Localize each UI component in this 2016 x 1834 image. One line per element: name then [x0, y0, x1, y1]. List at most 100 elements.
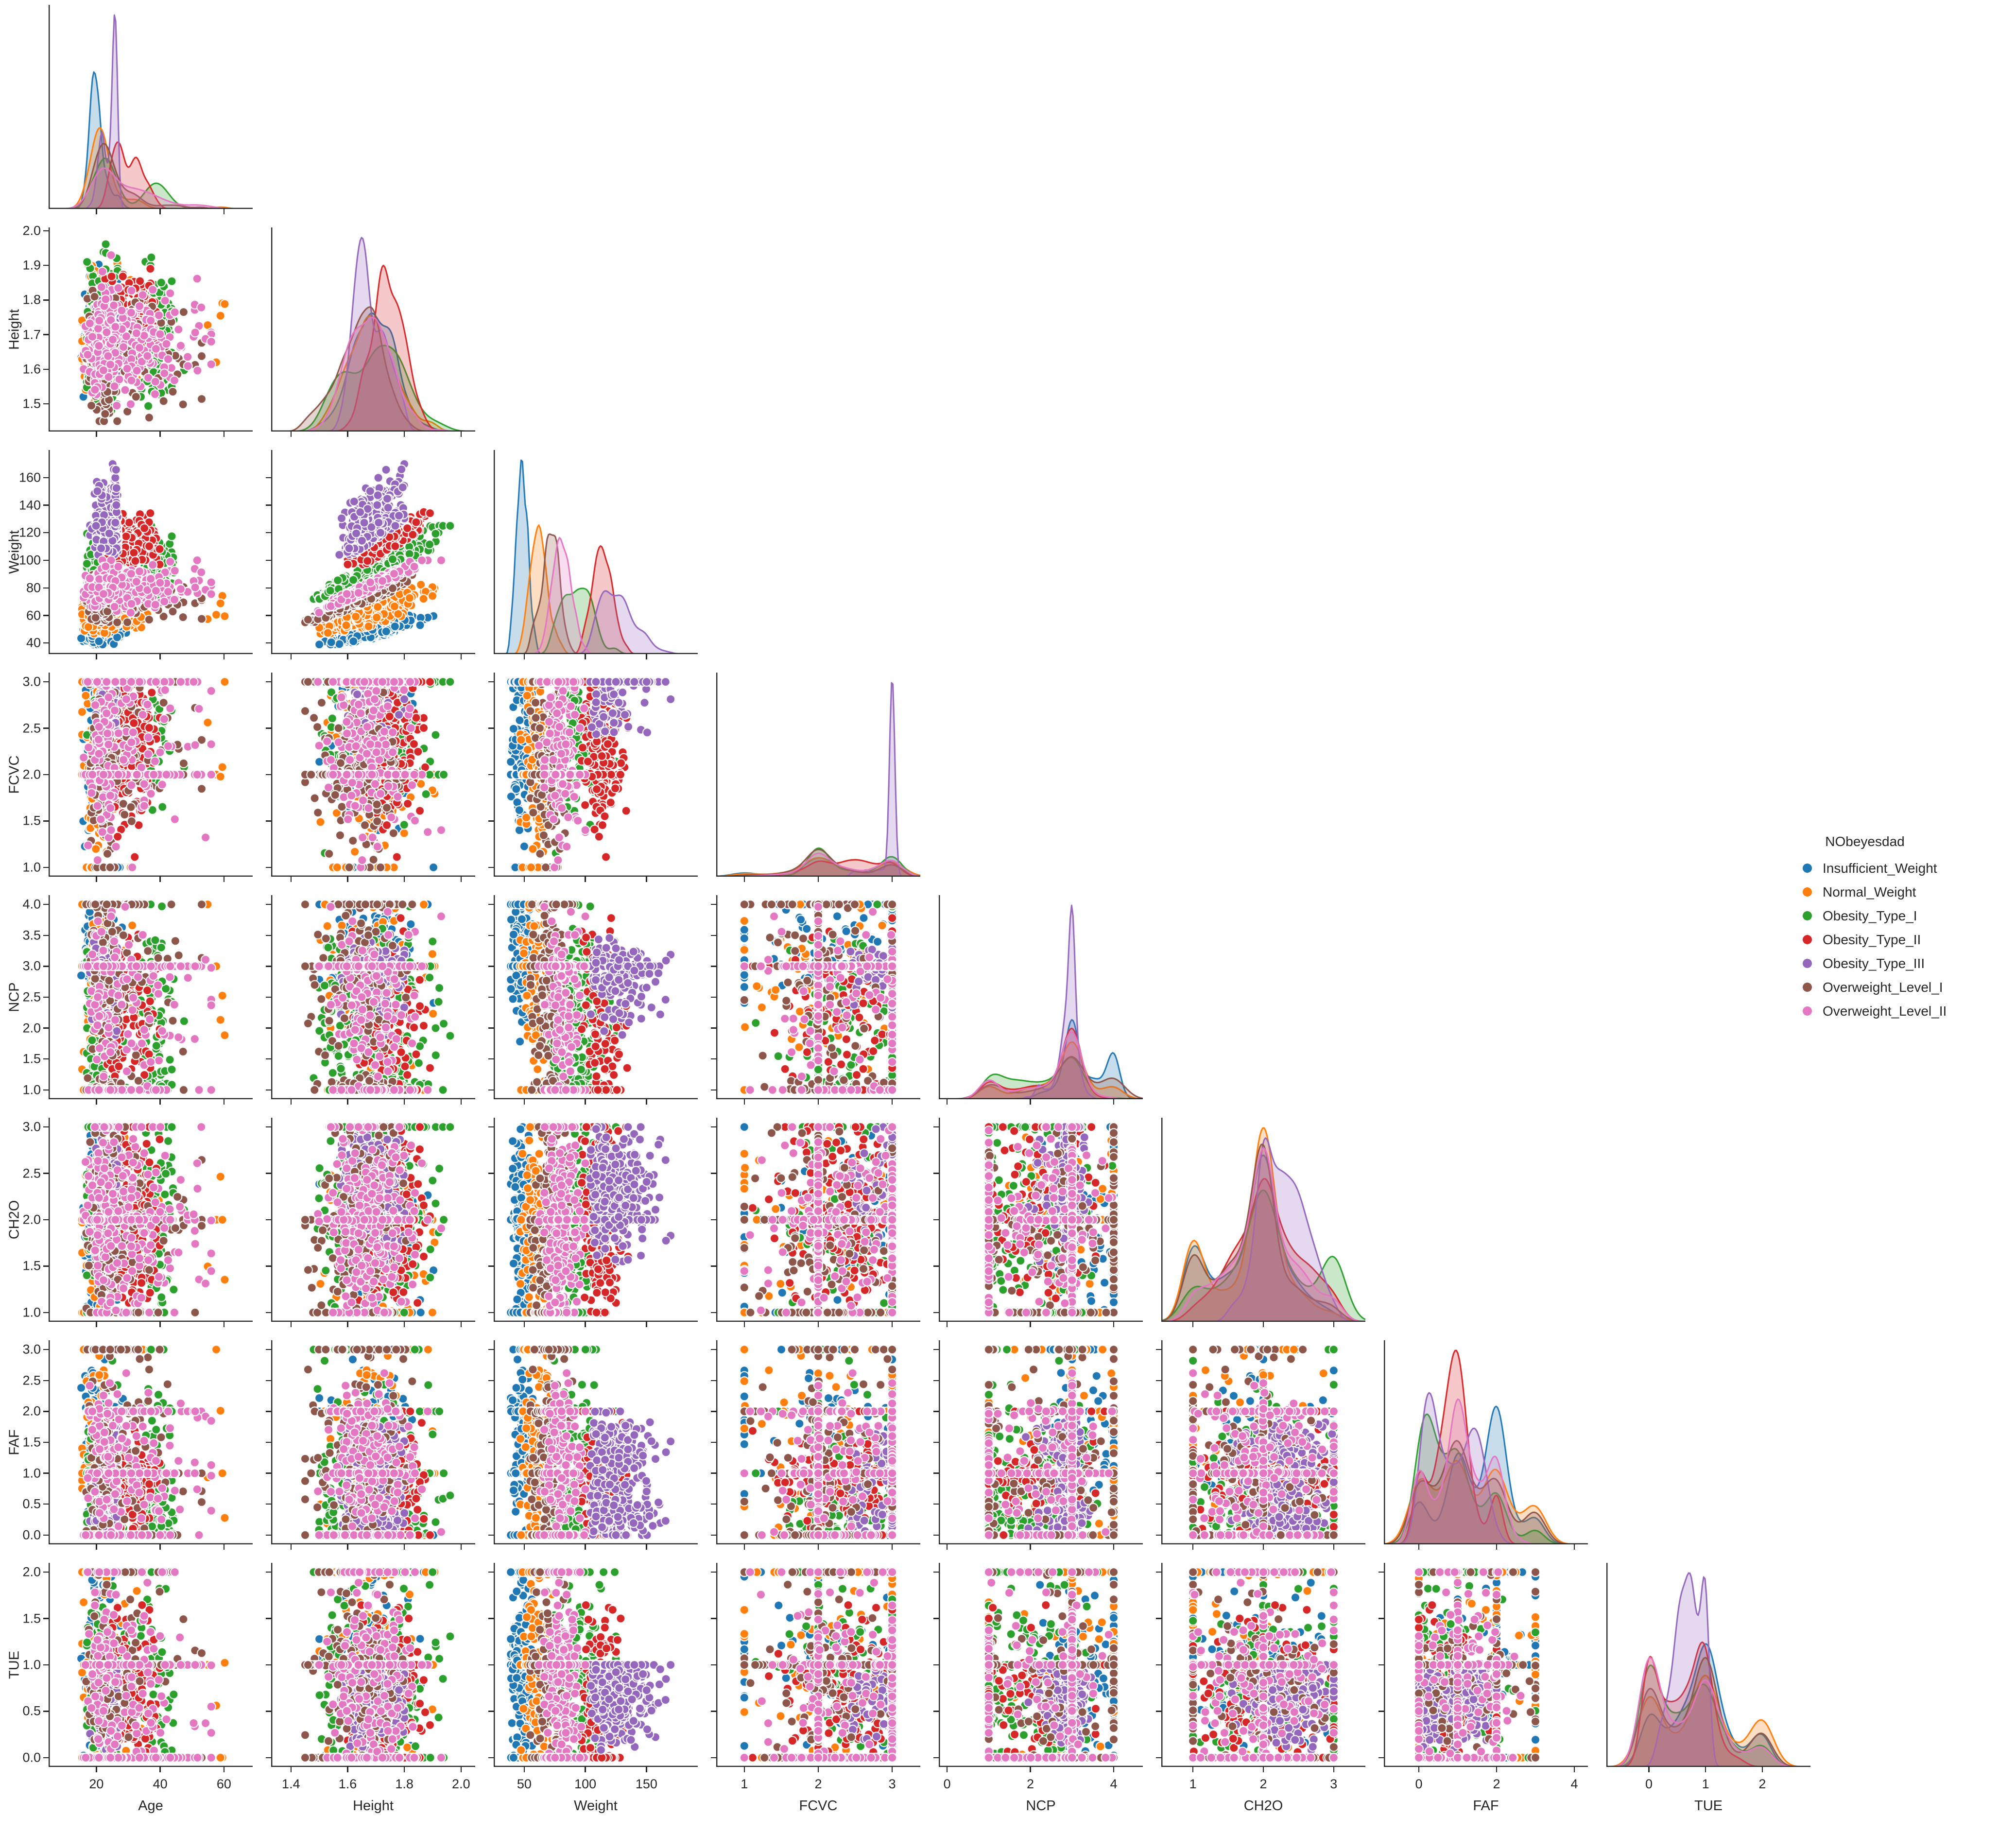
y-axis-label-ch2o: CH2O — [6, 1200, 22, 1240]
y-tick-mark — [266, 1618, 271, 1619]
subplot-canvas — [939, 1118, 1143, 1322]
x-tick-mark — [403, 1322, 405, 1327]
x-tick-mark — [347, 1099, 348, 1105]
x-tick-mark — [159, 877, 161, 882]
tick-label: 100 — [574, 1777, 597, 1791]
legend-label: Obesity_Type_II — [1823, 932, 1921, 947]
kde-fcvc — [716, 673, 920, 877]
x-tick-mark — [1573, 1767, 1575, 1772]
y-tick-mark — [488, 1472, 494, 1474]
tick-label: 1.5 — [22, 1435, 41, 1450]
subplot-canvas — [494, 1563, 698, 1767]
y-tick-mark — [43, 966, 49, 967]
subplot-tue-vs-height — [271, 1563, 475, 1767]
tick-label: 2.0 — [22, 223, 41, 238]
tick-label: 3.0 — [22, 958, 41, 973]
x-tick-mark — [403, 654, 405, 659]
y-tick-mark — [43, 230, 49, 232]
x-axis-label-ch2o: CH2O — [1243, 1798, 1283, 1814]
x-tick-mark — [646, 1322, 647, 1327]
y-tick-mark — [488, 1219, 494, 1221]
tick-label: 1.8 — [22, 292, 41, 307]
x-tick-mark — [159, 209, 161, 214]
tick-label: 1 — [1189, 1777, 1197, 1791]
y-tick-mark — [43, 1664, 49, 1666]
y-tick-mark — [711, 1411, 716, 1412]
y-tick-mark — [933, 1757, 939, 1759]
subplot-weight-vs-height — [271, 450, 475, 654]
tick-label: 160 — [18, 470, 41, 485]
y-tick-mark — [488, 1027, 494, 1029]
legend-item: Normal_Weight — [1782, 880, 1947, 904]
y-tick-mark — [266, 1504, 271, 1505]
tick-label: 60 — [216, 1777, 231, 1791]
subplot-canvas — [939, 1563, 1143, 1767]
y-tick-mark — [266, 1265, 271, 1267]
y-tick-mark — [266, 1312, 271, 1314]
x-axis-label-weight: Weight — [574, 1798, 618, 1814]
x-tick-mark — [96, 1322, 97, 1327]
y-tick-mark — [933, 1219, 939, 1221]
x-axis-label-tue: TUE — [1694, 1798, 1723, 1814]
tick-label: 1.0 — [22, 1466, 41, 1481]
y-tick-mark — [488, 934, 494, 936]
y-tick-mark — [488, 1173, 494, 1174]
x-tick-mark — [1113, 1767, 1115, 1772]
y-tick-mark — [43, 504, 49, 506]
y-tick-mark — [933, 1126, 939, 1128]
tick-label: 1.4 — [282, 1777, 300, 1791]
tick-label: 1.7 — [22, 327, 41, 342]
tick-label: 2.5 — [22, 1373, 41, 1388]
x-tick-mark — [646, 1099, 647, 1105]
x-tick-mark — [1192, 1767, 1194, 1772]
x-tick-mark — [946, 1099, 948, 1105]
y-tick-mark — [43, 681, 49, 683]
subplot-canvas — [271, 673, 475, 877]
legend-label: Insufficient_Weight — [1823, 860, 1937, 876]
tick-label: 120 — [18, 525, 41, 540]
y-tick-mark — [933, 1664, 939, 1666]
y-tick-mark — [43, 1571, 49, 1573]
subplot-canvas — [716, 1118, 920, 1322]
x-tick-mark — [891, 1322, 893, 1327]
y-tick-mark — [43, 403, 49, 405]
legend-swatch — [1803, 1006, 1812, 1016]
y-tick-mark — [266, 1058, 271, 1060]
y-axis-label-fcvc: FCVC — [6, 755, 22, 794]
subplot-canvas — [1161, 1118, 1365, 1322]
x-tick-mark — [1192, 1544, 1194, 1550]
legend-item: Overweight_Level_II — [1782, 999, 1947, 1023]
y-tick-mark — [43, 727, 49, 729]
y-tick-mark — [43, 477, 49, 478]
x-tick-mark — [159, 1322, 161, 1327]
y-tick-mark — [1156, 1441, 1161, 1443]
y-tick-mark — [266, 774, 271, 776]
tick-label: 2.0 — [22, 1564, 41, 1579]
y-tick-mark — [488, 1711, 494, 1712]
subplot-fcvc-vs-age — [49, 673, 253, 877]
subplot-canvas — [494, 450, 698, 654]
subplot-canvas — [49, 1118, 253, 1322]
x-tick-mark — [585, 1544, 586, 1550]
tick-label: 2.5 — [22, 989, 41, 1004]
y-tick-mark — [711, 1380, 716, 1381]
y-tick-mark — [933, 1711, 939, 1712]
y-tick-mark — [43, 334, 49, 335]
subplot-canvas — [1384, 1340, 1588, 1544]
subplot-canvas — [49, 1340, 253, 1544]
y-tick-mark — [43, 299, 49, 301]
x-tick-mark — [1333, 1767, 1335, 1772]
y-axis-label-tue: TUE — [6, 1651, 22, 1679]
y-tick-mark — [488, 1757, 494, 1759]
y-axis-label-height: Height — [6, 309, 22, 350]
subplot-canvas — [49, 227, 253, 432]
y-tick-mark — [711, 934, 716, 936]
y-tick-mark — [1156, 1349, 1161, 1350]
y-tick-mark — [266, 642, 271, 644]
y-tick-mark — [488, 681, 494, 683]
x-tick-mark — [347, 877, 348, 882]
tick-label: 0.5 — [22, 1496, 41, 1511]
x-tick-mark — [1333, 1322, 1335, 1327]
x-tick-mark — [646, 877, 647, 882]
x-tick-mark — [460, 877, 462, 882]
